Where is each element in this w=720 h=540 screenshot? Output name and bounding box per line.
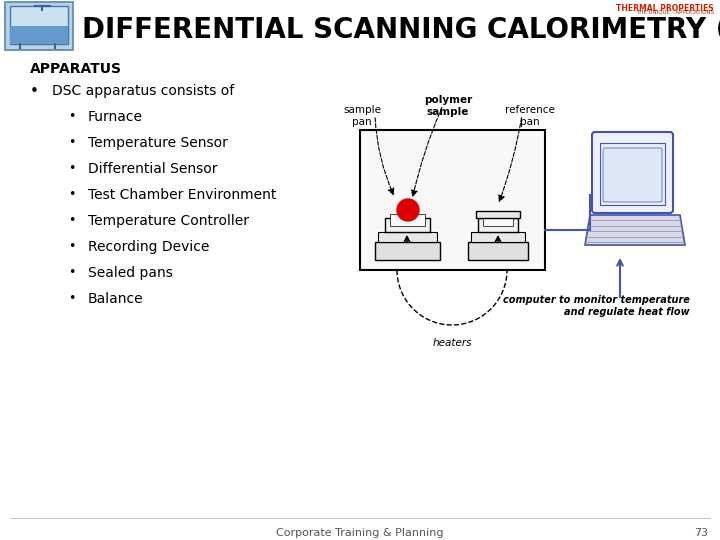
FancyBboxPatch shape <box>483 214 513 226</box>
Text: Balance: Balance <box>88 292 143 306</box>
FancyBboxPatch shape <box>385 218 430 232</box>
Text: DIFFERENTIAL SCANNING CALORIMETRY (DSC): DIFFERENTIAL SCANNING CALORIMETRY (DSC) <box>82 16 720 44</box>
Text: heaters: heaters <box>432 338 472 348</box>
Text: •: • <box>68 214 76 227</box>
Text: APPARATUS: APPARATUS <box>30 62 122 76</box>
Text: Corporate Training & Planning: Corporate Training & Planning <box>276 528 444 538</box>
FancyBboxPatch shape <box>476 211 520 218</box>
FancyBboxPatch shape <box>603 148 662 202</box>
Text: •: • <box>68 266 76 279</box>
Text: •: • <box>68 188 76 201</box>
FancyBboxPatch shape <box>378 232 437 242</box>
FancyBboxPatch shape <box>471 232 525 242</box>
FancyBboxPatch shape <box>5 2 73 50</box>
Polygon shape <box>585 215 685 245</box>
Text: 73: 73 <box>694 528 708 538</box>
Text: Temperature Sensor: Temperature Sensor <box>88 136 228 150</box>
Text: computer to monitor temperature
and regulate heat flow: computer to monitor temperature and regu… <box>503 295 690 316</box>
FancyBboxPatch shape <box>468 242 528 260</box>
Text: THE UNIQUE - APPLICATIONS: THE UNIQUE - APPLICATIONS <box>636 10 714 15</box>
FancyBboxPatch shape <box>10 6 68 44</box>
Text: •: • <box>30 84 39 99</box>
Circle shape <box>397 199 419 221</box>
FancyBboxPatch shape <box>600 143 665 205</box>
FancyBboxPatch shape <box>360 130 545 270</box>
Text: •: • <box>68 292 76 305</box>
Text: •: • <box>68 240 76 253</box>
Text: sample
pan: sample pan <box>343 105 381 126</box>
Text: Differential Sensor: Differential Sensor <box>88 162 217 176</box>
Text: Recording Device: Recording Device <box>88 240 210 254</box>
Text: Test Chamber Environment: Test Chamber Environment <box>88 188 276 202</box>
Text: DSC apparatus consists of: DSC apparatus consists of <box>52 84 234 98</box>
FancyBboxPatch shape <box>10 26 68 44</box>
Text: •: • <box>68 110 76 123</box>
Text: THERMAL PROPERTIES: THERMAL PROPERTIES <box>616 4 714 13</box>
FancyBboxPatch shape <box>478 218 518 232</box>
FancyBboxPatch shape <box>375 242 440 260</box>
FancyBboxPatch shape <box>592 132 673 213</box>
Text: •: • <box>68 162 76 175</box>
FancyBboxPatch shape <box>390 214 425 226</box>
Text: •: • <box>68 136 76 149</box>
Text: Furnace: Furnace <box>88 110 143 124</box>
Text: reference
pan: reference pan <box>505 105 555 126</box>
Text: polymer
sample: polymer sample <box>424 95 472 117</box>
Text: Temperature Controller: Temperature Controller <box>88 214 249 228</box>
Text: Sealed pans: Sealed pans <box>88 266 173 280</box>
